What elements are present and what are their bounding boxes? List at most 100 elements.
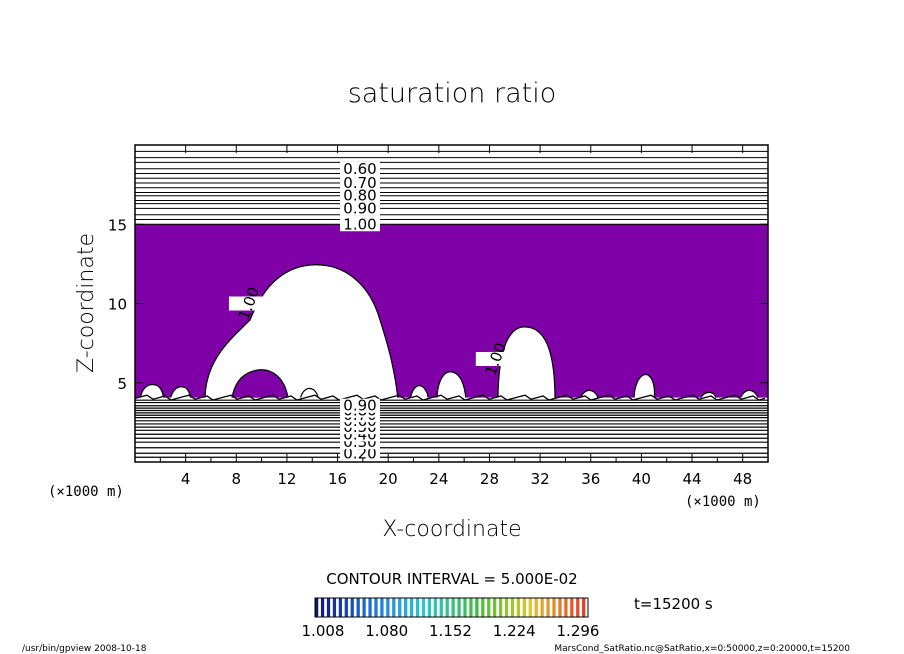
colorbar-tick-label: 1.008 <box>302 622 345 640</box>
colorbar-swatch <box>534 598 538 617</box>
colorbar-swatch <box>356 598 360 617</box>
colorbar-swatch <box>427 598 432 617</box>
x-axis-title: X-coordinate <box>382 517 521 542</box>
contour-label: 0.90 <box>343 397 376 415</box>
colorbar-swatch <box>481 598 485 617</box>
x-tick-label: 44 <box>682 470 701 488</box>
x-tick-label: 48 <box>733 470 752 488</box>
contour-label-background <box>340 201 380 216</box>
x-tick-label: 36 <box>581 470 600 488</box>
colorbar-swatch <box>326 598 331 617</box>
colorbar-swatch <box>404 598 408 617</box>
colorbar-swatch <box>516 598 521 617</box>
colorbar-swatch <box>350 598 354 617</box>
x-unit-label: (×1000 m) <box>685 494 761 510</box>
contour-label: 0.80 <box>343 187 376 205</box>
colorbar-swatch <box>320 598 325 617</box>
contour-label-background <box>340 217 380 232</box>
colorbar-swatch <box>540 598 544 617</box>
contour-label-background <box>340 446 380 461</box>
y-axis-title: Z-coordinate <box>74 233 99 373</box>
unsaturated-bubble <box>436 371 467 401</box>
colorbar-swatch <box>504 598 509 617</box>
footer-left: /usr/bin/gpview 2008-10-18 <box>22 644 147 654</box>
colorbar-swatch <box>332 598 337 617</box>
colorbar-swatch <box>380 598 384 617</box>
upper-contour-lines <box>135 150 768 225</box>
colorbar-tick-label: 1.224 <box>493 622 536 640</box>
colorbar-tick-labels: 1.008 1.080 1.152 1.224 1.296 <box>302 622 600 640</box>
contour-label-background <box>340 188 380 203</box>
colorbar-swatch <box>445 598 449 617</box>
chart-title: saturation ratio <box>348 78 557 109</box>
colorbar-swatch <box>510 598 515 617</box>
colorbar-swatch <box>528 598 532 617</box>
colorbar-swatch <box>451 598 455 617</box>
colorbar-swatch <box>421 598 426 617</box>
contour-labels: 0.600.700.800.901.000.200.300.400.500.60… <box>228 160 516 462</box>
unsaturated-bubble <box>204 264 399 401</box>
x-tick-label: 20 <box>379 470 398 488</box>
contour-label: 1.00 <box>343 215 376 233</box>
contour-label-background <box>340 176 380 191</box>
colorbar-swatch <box>433 598 437 617</box>
colorbar-swatch <box>493 598 497 617</box>
colorbar-swatch <box>582 598 586 617</box>
colorbar-tick-label: 1.152 <box>429 622 472 640</box>
boundary-contour <box>135 394 766 401</box>
colorbar-swatch <box>475 598 479 617</box>
colorbar-swatch <box>344 598 348 617</box>
colorbar-swatch <box>409 598 414 617</box>
x-tick-label: 12 <box>277 470 296 488</box>
colorbar-swatch <box>392 598 396 617</box>
colorbar <box>315 598 586 617</box>
y-tick-label: 5 <box>117 375 127 393</box>
colorbar-swatch <box>498 598 503 617</box>
contour-label-background <box>475 351 516 366</box>
colorbar-tick-label: 1.080 <box>365 622 408 640</box>
contour-label-background <box>340 161 380 176</box>
contour-label: 0.60 <box>343 160 376 178</box>
contour-interval: CONTOUR INTERVAL = 5.000E-02 <box>326 570 577 588</box>
colorbar-frame <box>314 597 589 618</box>
y-tick-label: 15 <box>108 216 127 234</box>
time-label: t=15200 s <box>634 595 713 613</box>
colorbar-swatch <box>576 598 580 617</box>
unsaturated-bubble <box>633 374 656 401</box>
x-tick-label: 28 <box>480 470 499 488</box>
x-tick-label: 16 <box>328 470 347 488</box>
colorbar-swatch <box>546 598 550 617</box>
contour-label: 0.90 <box>343 199 376 217</box>
colorbar-swatch <box>362 598 366 617</box>
colorbar-swatch <box>368 598 372 617</box>
colorbar-swatch <box>564 598 568 617</box>
colorbar-swatch <box>338 598 343 617</box>
colorbar-swatch <box>469 598 473 617</box>
x-tick-label: 32 <box>531 470 550 488</box>
x-tick-label: 24 <box>429 470 448 488</box>
colorbar-swatch <box>439 598 443 617</box>
colorbar-swatch <box>558 598 562 617</box>
y-tick-label: 10 <box>108 296 127 314</box>
colorbar-swatch <box>487 598 491 617</box>
contour-label: 0.70 <box>343 174 376 192</box>
z-unit-label: (×1000 m) <box>48 484 124 500</box>
colorbar-swatch <box>457 598 461 617</box>
colorbar-swatch <box>315 598 319 617</box>
colorbar-swatch <box>374 598 378 617</box>
colorbar-swatch <box>522 598 526 617</box>
contour-label-background <box>340 398 380 413</box>
x-tick-label: 8 <box>232 470 242 488</box>
lower-contour-lines <box>135 399 768 458</box>
contour-label-background <box>228 296 269 311</box>
colorbar-tick-label: 1.296 <box>557 622 600 640</box>
colorbar-swatch <box>398 598 402 617</box>
colorbar-swatch <box>570 598 574 617</box>
x-tick-label: 40 <box>632 470 651 488</box>
colorbar-swatch <box>552 598 556 617</box>
colorbar-swatch <box>415 598 420 617</box>
saturated-pocket <box>231 369 289 399</box>
plot-area <box>135 150 768 462</box>
